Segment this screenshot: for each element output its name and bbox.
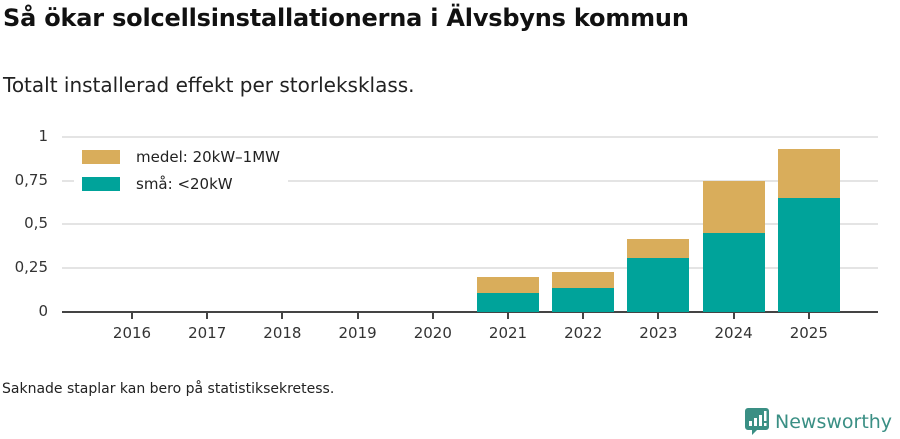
legend-swatch-sma bbox=[82, 176, 120, 191]
bar-segment bbox=[777, 149, 840, 199]
bar-segment bbox=[627, 257, 690, 312]
x-tick bbox=[657, 312, 660, 319]
brand-name: Newsworthy bbox=[775, 411, 893, 433]
legend-item-medel: medel: 20kW–1MW bbox=[82, 143, 280, 170]
x-tick-label: 2021 bbox=[488, 324, 528, 342]
gridline bbox=[62, 136, 878, 138]
y-tick-label: 0,5 bbox=[24, 214, 48, 232]
y-tick-label: 0,75 bbox=[14, 171, 48, 189]
bar-segment bbox=[477, 292, 539, 312]
newsworthy-chart-bubble-icon bbox=[745, 408, 769, 435]
bar-segment bbox=[477, 277, 539, 293]
y-tick-label: 0,25 bbox=[14, 258, 48, 276]
bar-segment bbox=[702, 180, 765, 234]
x-tick-label: 2020 bbox=[413, 324, 452, 342]
x-tick bbox=[131, 312, 133, 319]
gridline bbox=[62, 180, 878, 182]
footnote: Saknade staplar kan bero på statistiksek… bbox=[2, 381, 335, 397]
x-tick bbox=[732, 312, 735, 319]
x-tick bbox=[807, 312, 810, 319]
brand-logo: Newsworthy bbox=[745, 408, 892, 436]
x-tick-label: 2019 bbox=[338, 324, 377, 342]
x-tick-label: 2025 bbox=[789, 324, 828, 342]
bar-segment bbox=[627, 239, 690, 258]
chart-subtitle: Totalt installerad effekt per storlekskl… bbox=[3, 73, 415, 97]
gridline bbox=[62, 267, 878, 269]
gridline bbox=[62, 223, 878, 225]
y-tick-label: 1 bbox=[38, 127, 48, 145]
bar-segment bbox=[552, 288, 615, 312]
x-tick-label: 2018 bbox=[263, 324, 302, 342]
x-axis-line bbox=[62, 311, 878, 313]
x-tick bbox=[206, 312, 209, 319]
x-tick bbox=[431, 312, 434, 319]
x-tick bbox=[356, 312, 359, 319]
legend: medel: 20kW–1MW små: <20kW bbox=[74, 141, 289, 203]
x-tick-label: 2017 bbox=[188, 324, 227, 342]
x-tick bbox=[582, 312, 585, 319]
x-tick-label: 2022 bbox=[564, 324, 603, 342]
x-tick-label: 2024 bbox=[714, 324, 753, 342]
chart-title: Så ökar solcellsinstallationerna i Älvsb… bbox=[3, 4, 689, 32]
x-tick bbox=[281, 312, 284, 319]
bar-segment bbox=[702, 233, 765, 312]
x-tick bbox=[507, 312, 509, 319]
legend-swatch-medel bbox=[82, 149, 120, 164]
bar-segment bbox=[552, 271, 615, 289]
bar-segment bbox=[777, 198, 840, 312]
legend-label: små: <20kW bbox=[136, 174, 233, 193]
y-tick-label: 0 bbox=[38, 302, 48, 320]
x-tick-label: 2016 bbox=[112, 324, 152, 342]
legend-item-sma: små: <20kW bbox=[82, 170, 280, 197]
legend-label: medel: 20kW–1MW bbox=[136, 147, 281, 166]
x-tick-label: 2023 bbox=[639, 324, 678, 342]
